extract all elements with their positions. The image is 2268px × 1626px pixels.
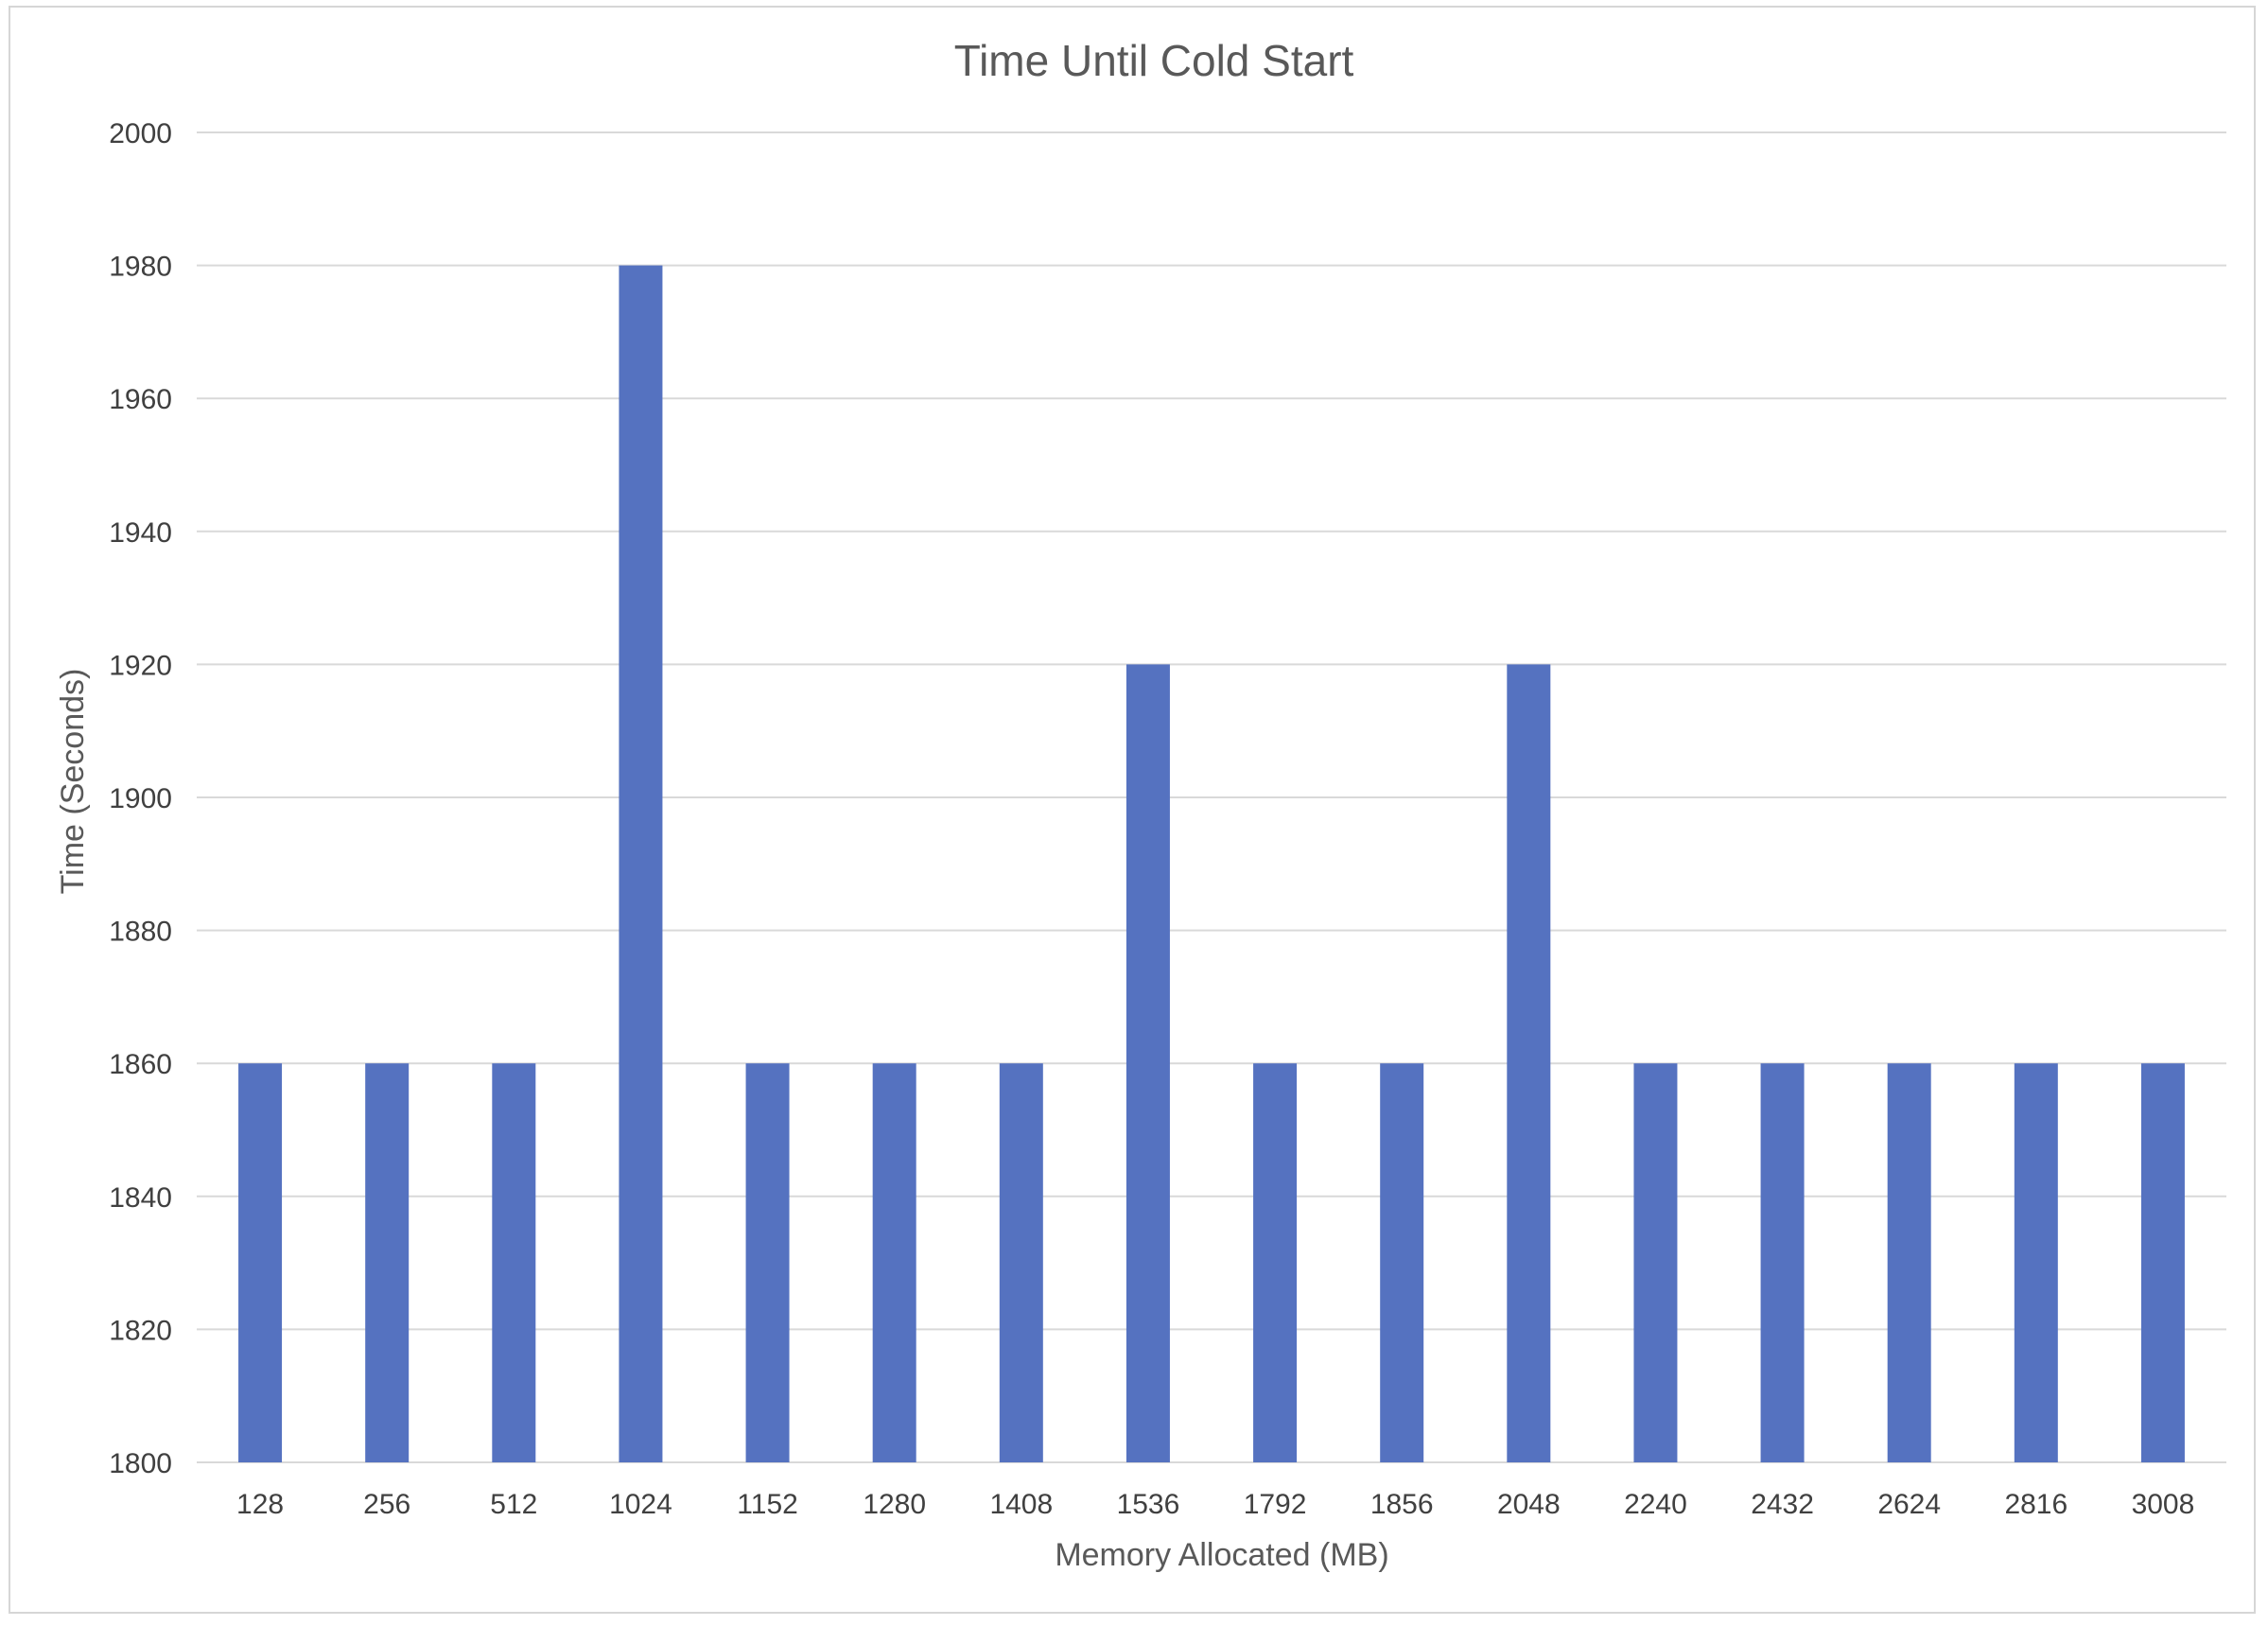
bar-2240: [1633, 1063, 1678, 1462]
chart-title: Time Until Cold Start: [954, 36, 1354, 85]
x-tick-label: 2048: [1497, 1489, 1561, 1520]
bar-1408: [999, 1063, 1043, 1462]
y-tick-label: 1940: [109, 517, 172, 549]
y-tick-label: 1820: [109, 1315, 172, 1346]
bar-3008: [2140, 1063, 2185, 1462]
y-tick-label: 1880: [109, 917, 172, 948]
y-axis-title: Time (Seconds): [55, 669, 91, 895]
bar-2432: [1760, 1063, 1805, 1462]
y-tick-label: 1800: [109, 1448, 172, 1479]
x-tick-label: 1152: [737, 1489, 798, 1520]
x-tick-label: 1408: [989, 1489, 1053, 1520]
bar-512: [492, 1063, 536, 1462]
bar-2624: [1887, 1063, 1931, 1462]
y-tick-label: 1920: [109, 650, 172, 681]
bar-2816: [2014, 1063, 2058, 1462]
x-tick-label: 256: [363, 1489, 410, 1520]
x-tick-label: 2432: [1751, 1489, 1814, 1520]
x-tick-label: 1024: [609, 1489, 672, 1520]
bar-1152: [745, 1063, 790, 1462]
y-tick-label: 1900: [109, 783, 172, 814]
y-tick-label: 1840: [109, 1182, 172, 1214]
bar-1024: [619, 265, 663, 1463]
x-tick-label: 128: [236, 1489, 284, 1520]
y-tick-label: 1980: [109, 252, 172, 283]
x-tick-label: 2816: [2004, 1489, 2067, 1520]
x-tick-label: 1280: [863, 1489, 926, 1520]
x-tick-label: 3008: [2132, 1489, 2195, 1520]
x-tick-label: 2624: [1877, 1489, 1941, 1520]
x-axis-title: Memory Allocated (MB): [1055, 1537, 1388, 1573]
bar-256: [365, 1063, 410, 1462]
y-axis-ticks: 1800 1820 1840 1860 1880 1900 1920 1940 1960 1980…: [109, 118, 172, 1479]
y-tick-label: 2000: [109, 118, 172, 149]
bars: [238, 265, 2185, 1463]
bar-1536: [1125, 664, 1170, 1462]
bar-2048: [1507, 664, 1551, 1462]
y-tick-label: 1960: [109, 384, 172, 415]
x-tick-label: 1792: [1244, 1489, 1307, 1520]
y-tick-label: 1860: [109, 1049, 172, 1080]
x-tick-label: 1856: [1370, 1489, 1434, 1520]
bar-1856: [1380, 1063, 1424, 1462]
x-axis-ticks: 128 256 512 1024 1152 1280 1408 1536 1792 1856 204…: [236, 1489, 2194, 1520]
bar-1280: [872, 1063, 916, 1462]
bar-1792: [1253, 1063, 1298, 1462]
bar-128: [238, 1063, 283, 1462]
x-tick-label: 512: [490, 1489, 537, 1520]
x-tick-label: 1536: [1117, 1489, 1180, 1520]
x-tick-label: 2240: [1624, 1489, 1687, 1520]
